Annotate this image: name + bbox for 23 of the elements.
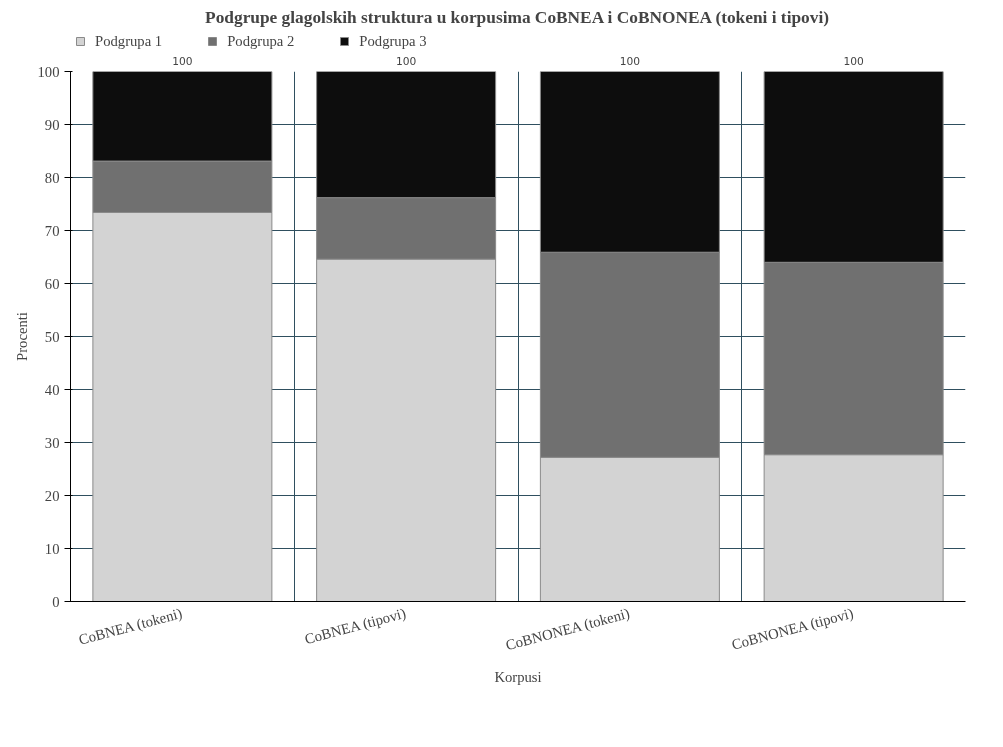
chart-title: Podgrupe glagolskih struktura u korpusima CoBNEA i CoBNONEA (tokeni i tipovi): [205, 7, 830, 27]
total-label: 100: [619, 54, 641, 68]
y-tick-label: 20: [44, 487, 60, 504]
y-tick-label: 50: [44, 328, 60, 345]
y-tick-label: 60: [44, 275, 60, 292]
total-label: 100: [172, 54, 193, 68]
legend-label: Podgrupa 2: [227, 32, 295, 50]
y-tick-label: 100: [37, 63, 60, 80]
y-tick-label: 30: [44, 434, 60, 451]
x-axis-title: Korpusi: [494, 668, 542, 685]
x-tick-label: CoBNEA (tokeni): [76, 604, 185, 649]
y-axis-title: Procenti: [13, 312, 30, 361]
y-tick-label: 80: [44, 169, 60, 186]
x-tick-label: CoBNEA (tipovi): [302, 604, 408, 649]
legend-label: Podgrupa 3: [359, 32, 427, 50]
total-label: 100: [395, 54, 417, 68]
y-tick-label: 90: [44, 116, 60, 133]
legend-label: Podgrupa 1: [95, 32, 163, 50]
y-tick-label: 70: [44, 222, 60, 239]
total-label: 100: [843, 54, 865, 68]
y-tick-label: 0: [52, 593, 60, 610]
y-tick-label: 40: [44, 381, 60, 398]
y-tick-label: 10: [44, 540, 60, 557]
